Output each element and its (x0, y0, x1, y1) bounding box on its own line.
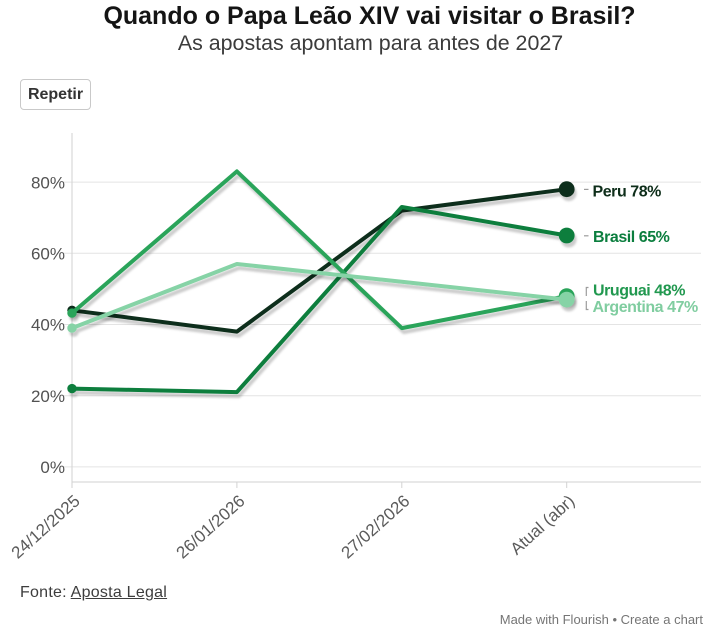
svg-text:Peru 78%: Peru 78% (593, 183, 662, 200)
svg-text:60%: 60% (31, 245, 65, 264)
svg-text:Argentina 47%: Argentina 47% (593, 299, 699, 316)
svg-text:Uruguai 48%: Uruguai 48% (593, 282, 685, 299)
svg-text:24/12/2025: 24/12/2025 (8, 491, 84, 562)
svg-text:20%: 20% (31, 387, 65, 406)
svg-text:40%: 40% (31, 316, 65, 335)
svg-text:27/02/2026: 27/02/2026 (338, 491, 414, 562)
svg-text:Atual (abr): Atual (abr) (507, 491, 579, 558)
svg-text:26/01/2026: 26/01/2026 (173, 491, 249, 562)
svg-text:80%: 80% (31, 173, 65, 192)
svg-text:Brasil 65%: Brasil 65% (593, 229, 670, 246)
svg-text:0%: 0% (40, 458, 65, 477)
